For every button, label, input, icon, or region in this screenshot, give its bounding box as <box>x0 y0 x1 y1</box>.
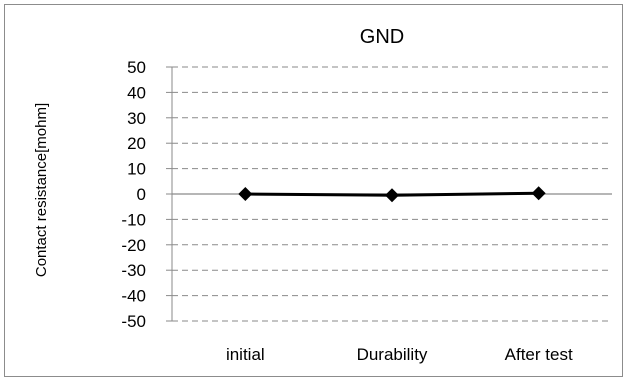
y-tick-label: -10 <box>121 210 146 229</box>
data-point <box>531 186 546 201</box>
y-tick-label: -30 <box>121 261 146 280</box>
y-tick-label: -40 <box>121 287 146 306</box>
y-tick-label: 0 <box>137 185 146 204</box>
y-tick-label: 40 <box>127 83 146 102</box>
data-point <box>385 188 399 203</box>
y-tick-label: 30 <box>127 109 146 128</box>
chart-frame <box>4 4 623 377</box>
x-tick-label: initial <box>226 345 265 364</box>
x-tick-label: Durability <box>357 345 428 364</box>
y-tick-label: 10 <box>127 160 146 179</box>
chart-title: GND <box>360 26 404 48</box>
y-tick-label: -50 <box>121 312 146 331</box>
x-tick-label: After test <box>505 345 573 364</box>
y-tick-label: -20 <box>121 236 146 255</box>
y-axis-label: Contact resistance[mohm] <box>33 103 50 277</box>
data-point <box>238 187 253 201</box>
series-group <box>238 186 546 203</box>
gridlines <box>172 66 612 322</box>
x-tick-labels: initial Durability After test <box>226 345 573 364</box>
y-tick-labels: 50 40 30 20 10 0 -10 -20 -30 -40 -50 <box>121 58 146 331</box>
y-tick-label: 20 <box>127 134 146 153</box>
y-tick-label: 50 <box>127 58 146 77</box>
